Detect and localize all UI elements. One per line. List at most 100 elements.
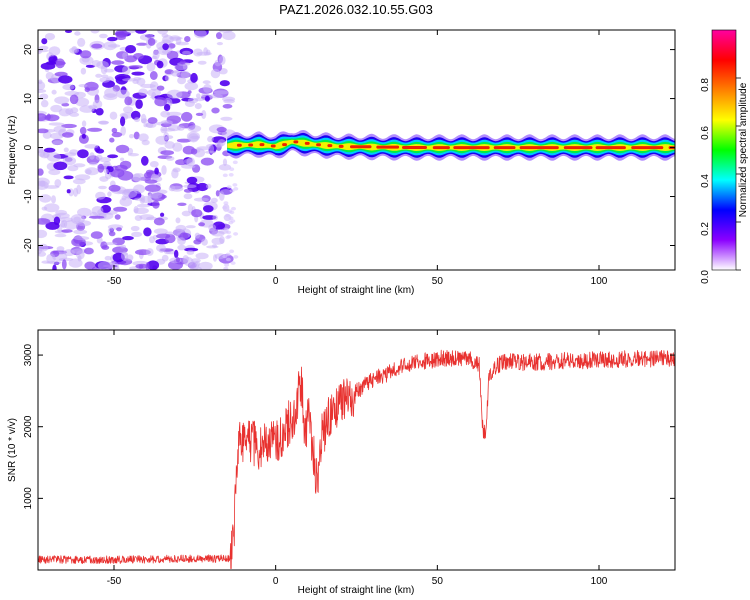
signal-core [293,140,299,144]
noise-blob [153,217,165,226]
noise-blob [197,60,207,65]
noise-blob [156,85,165,91]
noise-blob [91,43,103,49]
signal-core [282,143,287,147]
noise-blob [233,255,239,259]
noise-blob [225,213,230,218]
noise-blob [223,227,229,232]
noise-blob [115,144,130,154]
spec-ytick-label: -10 [23,189,34,204]
noise-blob [195,112,204,116]
noise-blob [229,188,235,193]
noise-blob [76,220,92,227]
noise-blob [223,201,229,205]
noise-blob [156,244,166,252]
noise-blob [62,84,75,91]
signal-core [270,144,276,148]
noise-blob [222,104,233,109]
spec-xtick-label: -50 [107,276,122,287]
noise-blob [107,36,118,42]
noise-blob [144,184,161,192]
noise-blob [160,212,165,217]
noise-blob [179,60,186,65]
noise-blob [68,258,83,268]
noise-blob [162,43,169,51]
noise-blob [134,117,140,123]
noise-blob [201,93,206,98]
noise-blob [81,120,87,127]
spectrogram-xlabel: Height of straight line (km) [298,285,415,296]
noise-blob [44,203,60,213]
noise-blob [224,263,230,267]
noise-blob [95,191,106,200]
noise-blob [149,236,155,244]
noise-blob [222,96,236,102]
noise-blob [111,60,125,65]
noise-blob [123,106,133,114]
noise-blob [229,167,235,171]
signal-core [493,146,516,150]
noise-blob [77,149,89,159]
spec-xtick-label: 100 [591,276,608,287]
noise-blob [183,257,194,266]
noise-blob [39,194,52,203]
noise-blob [193,197,209,202]
signal-core [563,146,593,150]
snr-series-line [38,349,675,569]
noise-blob [160,125,168,134]
noise-blob [41,206,48,211]
spec-ytick-label: -20 [23,238,34,253]
noise-blob [182,50,191,55]
noise-blob [137,203,150,208]
noise-blob [208,94,223,99]
noise-blob [103,161,111,167]
noise-blob [110,168,125,178]
noise-blob [187,203,193,214]
noise-blob [38,50,42,55]
noise-blob [143,227,152,237]
noise-blob [149,191,163,199]
spectrogram-axes: -50 0 50 100 -20 -10 0 10 20 [23,30,675,287]
noise-blob [186,131,200,142]
noise-blob [97,261,114,270]
noise-blob [76,184,82,195]
noise-blob [181,111,193,122]
noise-blob [46,253,56,264]
noise-blob [135,99,143,109]
noise-blob [176,138,192,143]
noise-blob [55,58,65,69]
noise-blob [184,247,199,252]
noise-blob [187,90,192,94]
noise-blob [231,206,236,211]
noise-blob [210,197,218,204]
noise-blob [191,209,203,218]
noise-blob [202,80,211,85]
noise-blob [218,55,226,65]
noise-blob [129,134,134,139]
noise-blob [98,185,107,190]
noise-blob [135,263,149,269]
noise-blob [226,230,232,235]
noise-blob [63,147,69,153]
noise-blob [146,62,156,72]
noise-blob [38,168,44,176]
noise-blob [161,39,172,44]
noise-blob [174,64,188,71]
noise-blob [46,152,62,162]
noise-blob [164,75,170,82]
noise-blob [177,237,186,246]
noise-blob [212,244,217,248]
noise-blob [229,210,235,215]
noise-blob [149,81,159,91]
noise-blob [120,126,126,136]
noise-blob [218,30,233,33]
noise-blob [203,205,214,213]
snr-ytick-label: 3000 [23,344,34,367]
noise-blob [229,249,235,254]
noise-blob [74,31,81,36]
noise-blob [187,97,199,104]
noise-blob [172,167,181,173]
noise-blob [212,214,218,221]
noise-blob [38,218,51,225]
